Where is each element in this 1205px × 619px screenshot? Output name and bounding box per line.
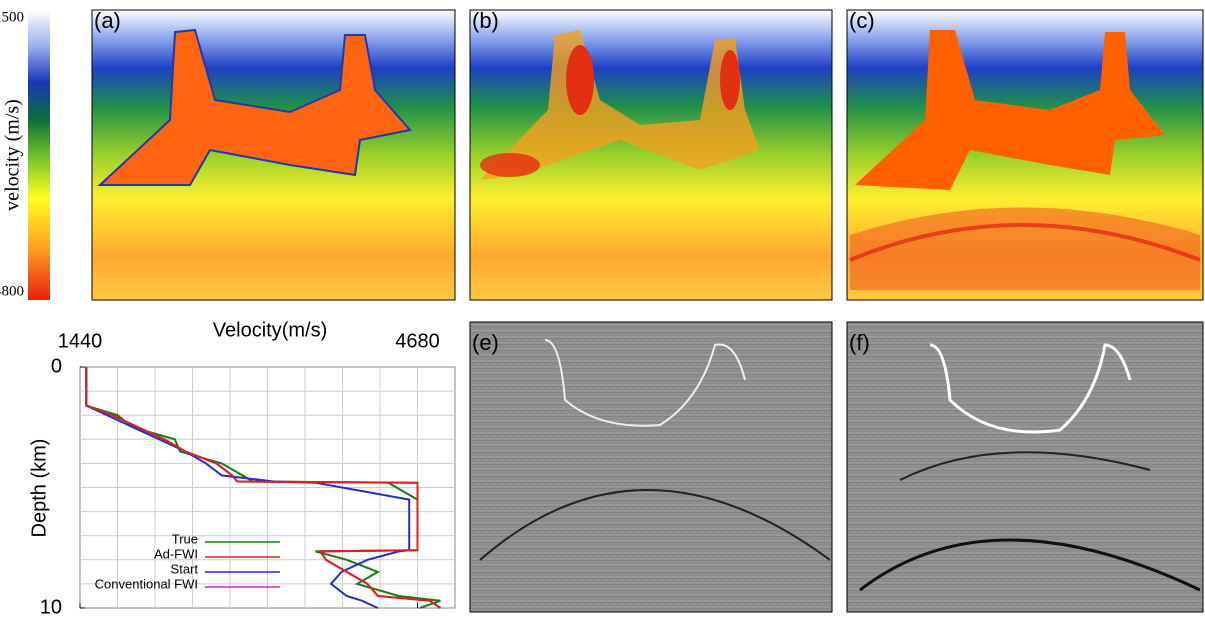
depth-profile: 1440 4680 0 10 Velocity(m/s) Depth (km) TrueAd…: [28, 319, 456, 618]
panel-label: (e): [472, 330, 499, 355]
series-line: [85, 367, 411, 609]
panel-label: (c): [849, 8, 875, 33]
panel-f: [846, 321, 1204, 613]
x-tick-label: 1440: [58, 330, 103, 352]
panel-label: (a): [94, 8, 121, 33]
legend-label: True: [172, 531, 198, 546]
legend-label: Conventional FWI: [95, 576, 198, 591]
panel-a: [91, 9, 456, 301]
legend-label: Ad-FWI: [154, 546, 198, 561]
panel-label: (b): [472, 8, 499, 33]
panel-e: [469, 321, 833, 613]
legend-label: Start: [171, 561, 199, 576]
colorbar-label: velocity (m/s): [2, 99, 24, 211]
series-line: [85, 367, 441, 609]
y-tick-label: 0: [51, 355, 62, 377]
panel-c: [846, 9, 1204, 301]
colorbar-top: 1500: [0, 9, 24, 25]
y-axis-label: Depth (km): [28, 439, 50, 538]
panel-b: [469, 9, 833, 301]
colorbar: [28, 10, 50, 300]
colorbar-bottom: 4800: [0, 283, 24, 299]
series-line: [85, 367, 441, 609]
x-tick-label: 4680: [395, 330, 440, 352]
panel-label: (f): [849, 330, 870, 355]
y-tick-label: 10: [40, 596, 62, 618]
x-axis-label: Velocity(m/s): [213, 319, 327, 341]
